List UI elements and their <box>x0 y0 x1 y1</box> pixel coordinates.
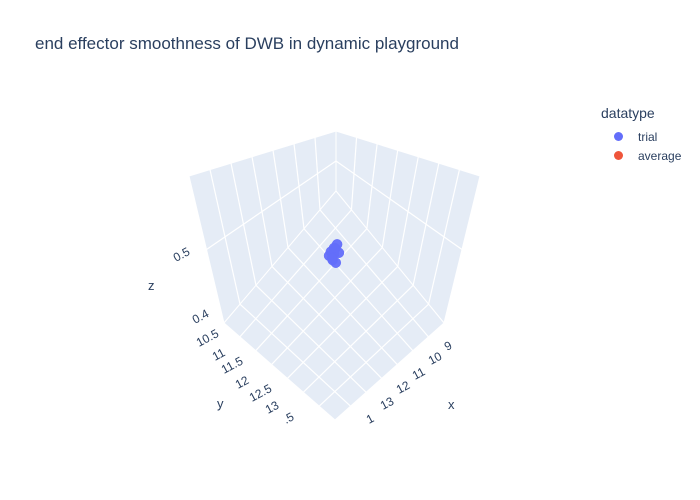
legend: datatype trial average <box>601 105 681 165</box>
legend-marker-trial-icon <box>614 132 623 141</box>
z-tick-label: 0.5 <box>171 244 193 264</box>
legend-item-trial[interactable]: trial <box>601 127 681 146</box>
gridline <box>239 303 351 407</box>
z-axis-label: z <box>148 278 155 293</box>
gridline <box>255 284 367 393</box>
gridline <box>287 266 399 379</box>
gridline <box>255 228 368 352</box>
gridline <box>206 160 337 250</box>
y-tick-label: 12 <box>233 373 252 392</box>
chart-title: end effector smoothness of DWB in dynami… <box>35 34 459 53</box>
x-tick-label: 13 <box>378 394 397 413</box>
x-tick-label: 11 <box>410 364 428 382</box>
data-point-trial[interactable] <box>326 253 338 264</box>
legend-marker-average-icon <box>614 151 623 160</box>
x-tick-label: 1 <box>364 411 377 427</box>
legend-item-average[interactable]: average <box>601 146 681 165</box>
gridline <box>271 266 383 379</box>
legend-label-average: average <box>638 148 682 163</box>
legend-label-trial: trial <box>638 129 658 144</box>
gridline <box>271 247 383 365</box>
y-tick-label: 10.5 <box>194 326 221 349</box>
y-tick-label: 13 <box>263 398 282 417</box>
x-tick-label: 9 <box>442 338 455 354</box>
floor <box>223 190 445 421</box>
gridline <box>302 284 414 393</box>
gridline <box>319 209 429 338</box>
z-tick-label: 0.4 <box>190 306 212 326</box>
gridline <box>287 247 398 365</box>
x-axis-label: x <box>448 397 455 412</box>
x-tick-label: 10 <box>426 349 445 368</box>
y-tick-label: .5 <box>281 409 297 426</box>
gridline <box>335 160 463 250</box>
gridline <box>303 228 414 352</box>
data-point-trial[interactable] <box>328 242 340 254</box>
gridline <box>239 209 352 338</box>
legend-title: datatype <box>601 105 655 121</box>
x-tick-label: 12 <box>394 378 413 397</box>
y-axis-label: y <box>217 396 224 411</box>
gridline <box>318 303 429 407</box>
